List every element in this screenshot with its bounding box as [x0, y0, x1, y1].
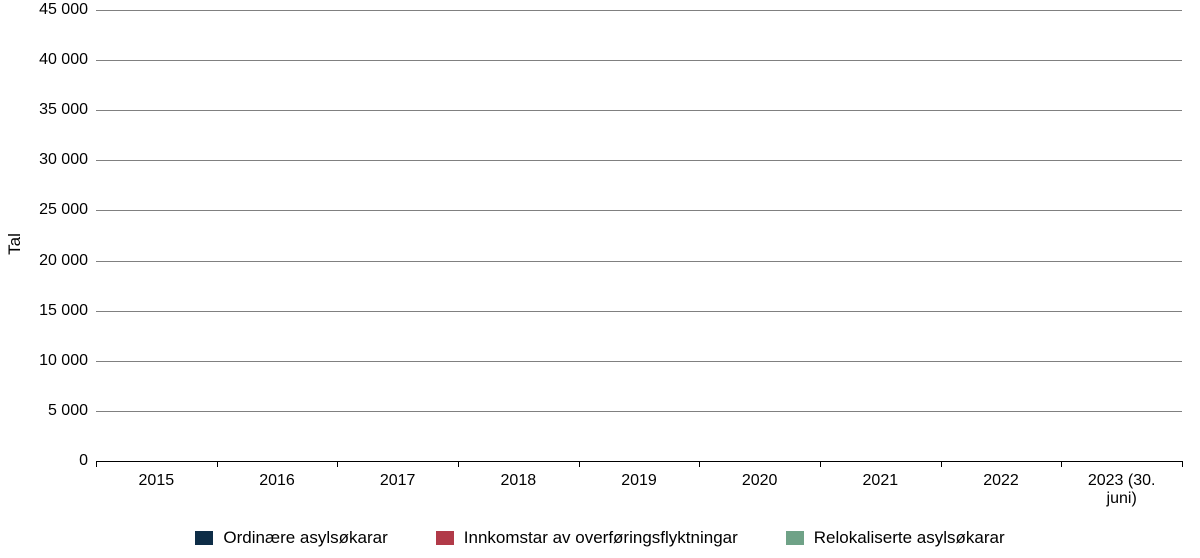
legend-label: Ordinære asylsøkarar: [223, 528, 387, 548]
legend-swatch: [436, 531, 454, 545]
x-tick: [820, 461, 821, 467]
x-tick: [579, 461, 580, 467]
x-tick: [458, 461, 459, 467]
x-tick: [941, 461, 942, 467]
x-axis-label: 2020: [742, 472, 778, 490]
y-axis-title: Tal: [6, 0, 24, 488]
gridline: [96, 60, 1182, 61]
gridline: [96, 10, 1182, 11]
gridline: [96, 411, 1182, 412]
legend-label: Relokaliserte asylsøkarar: [814, 528, 1005, 548]
x-tick: [1182, 461, 1183, 467]
y-axis-title-text: Tal: [5, 233, 25, 255]
gridline: [96, 110, 1182, 111]
x-tick: [1061, 461, 1062, 467]
y-tick-label: 45 000: [39, 1, 96, 19]
y-tick-label: 30 000: [39, 151, 96, 169]
y-tick-label: 15 000: [39, 302, 96, 320]
y-tick-label: 0: [79, 452, 96, 470]
y-tick-label: 10 000: [39, 352, 96, 370]
x-axis-label: 2016: [259, 472, 295, 490]
y-tick-label: 35 000: [39, 101, 96, 119]
gridline: [96, 210, 1182, 211]
gridline: [96, 311, 1182, 312]
legend: Ordinære asylsøkarar Innkomstar av overfø…: [0, 528, 1200, 548]
x-axis-label: 2015: [139, 472, 175, 490]
gridline: [96, 160, 1182, 161]
y-tick-label: 25 000: [39, 201, 96, 219]
legend-item: Ordinære asylsøkarar: [195, 528, 387, 548]
x-tick: [699, 461, 700, 467]
y-tick-label: 40 000: [39, 51, 96, 69]
x-tick: [96, 461, 97, 467]
legend-swatch: [195, 531, 213, 545]
x-axis-label: 2023 (30.juni): [1067, 472, 1177, 509]
legend-label: Innkomstar av overføringsflyktningar: [464, 528, 738, 548]
legend-item: Innkomstar av overføringsflyktningar: [436, 528, 738, 548]
x-tick: [217, 461, 218, 467]
bars-container: [96, 10, 1182, 461]
x-axis-label: 2022: [983, 472, 1019, 490]
gridline: [96, 361, 1182, 362]
legend-swatch: [786, 531, 804, 545]
x-axis-label: 2017: [380, 472, 416, 490]
y-tick-label: 20 000: [39, 252, 96, 270]
stacked-bar-chart: Tal 05 00010 00015 00020 00025 00030 000…: [0, 0, 1200, 558]
x-tick: [337, 461, 338, 467]
x-axis-label: 2018: [501, 472, 537, 490]
legend-item: Relokaliserte asylsøkarar: [786, 528, 1005, 548]
x-axis-label: 2019: [621, 472, 657, 490]
x-axis-label: 2021: [863, 472, 899, 490]
x-axis-labels: 2015 2016 2017 2018 2019 2020 2021 2022 2023 (30…: [96, 472, 1182, 512]
plot-area: 05 00010 00015 00020 00025 00030 00035 0…: [96, 10, 1182, 462]
gridline: [96, 261, 1182, 262]
y-tick-label: 5 000: [48, 402, 96, 420]
